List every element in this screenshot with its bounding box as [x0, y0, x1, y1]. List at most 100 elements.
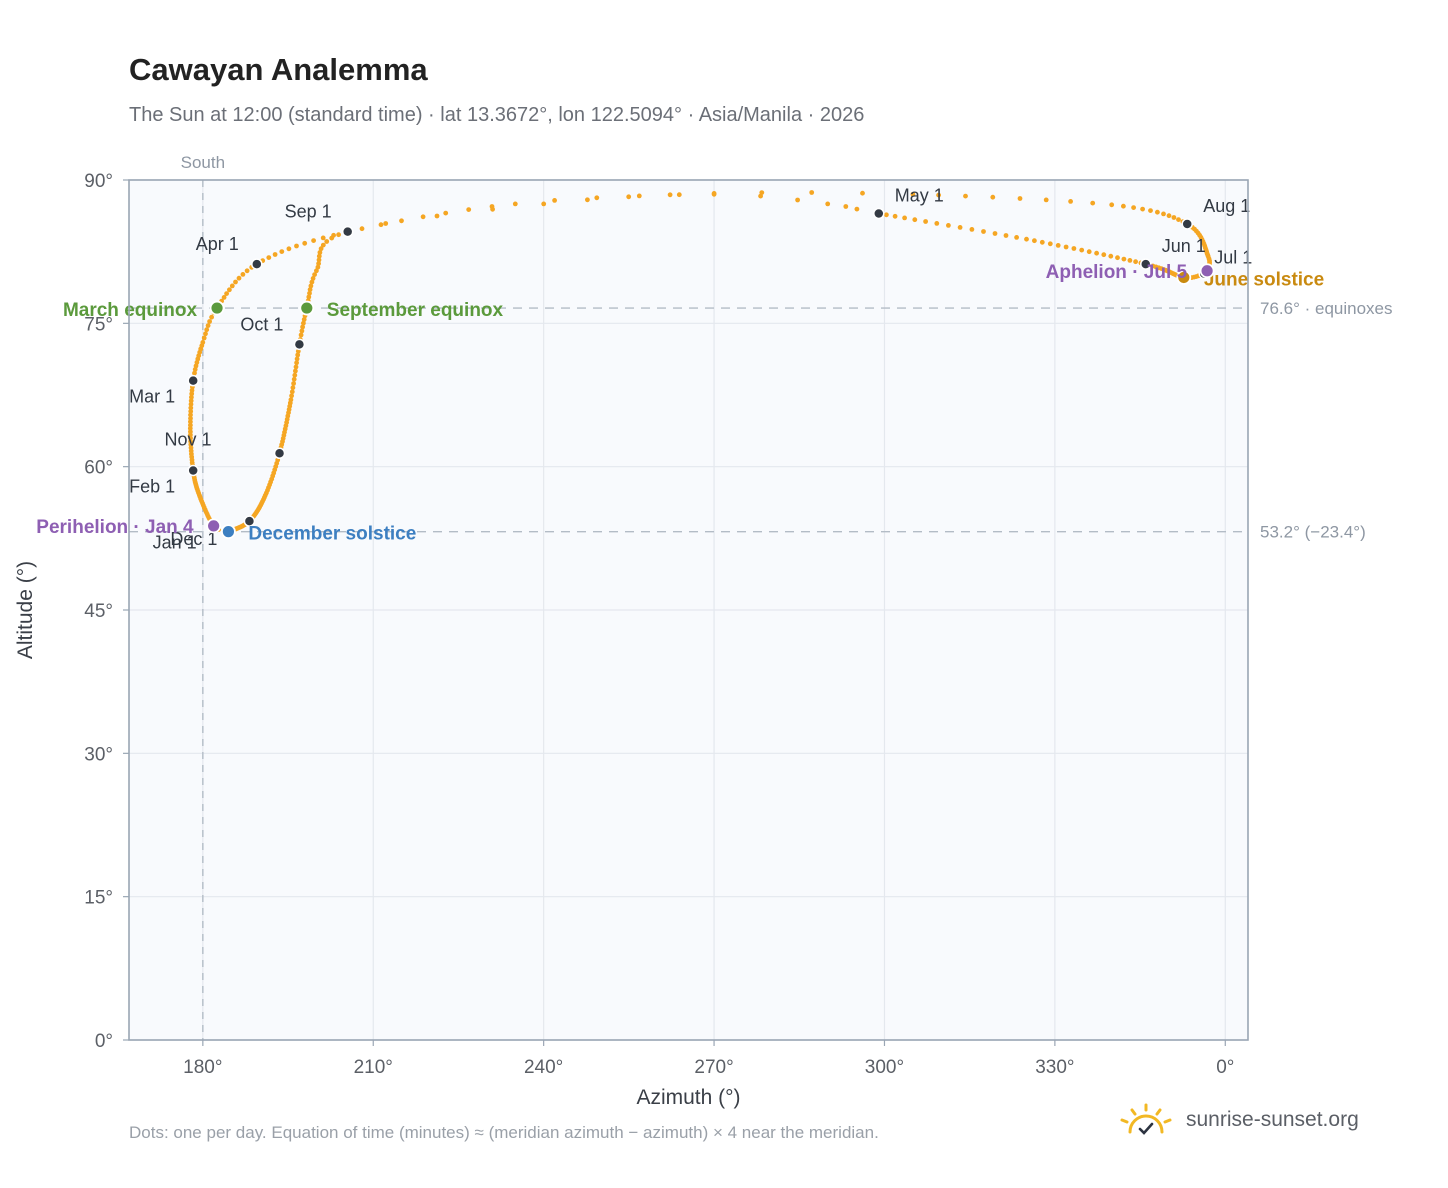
x-tick-label: 300°: [865, 1057, 904, 1078]
month-marker: [1181, 218, 1193, 230]
month-marker-label: Jun 1: [1162, 236, 1206, 256]
month-marker-label: Aug 1: [1203, 196, 1250, 216]
daily-dot: [204, 327, 210, 333]
month-marker-label: May 1: [895, 185, 944, 205]
daily-dot: [963, 193, 968, 199]
daily-dot: [843, 204, 849, 209]
daily-dot: [336, 232, 341, 238]
daily-dot: [1014, 235, 1019, 240]
daily-dot: [884, 212, 889, 218]
month-marker-label: Sep 1: [285, 202, 332, 222]
month-marker-label: Apr 1: [196, 234, 239, 254]
daily-dot: [203, 331, 208, 337]
daily-dot: [229, 283, 235, 289]
event-label: Aphelion · Jul 5: [1046, 262, 1188, 283]
month-marker-label: Feb 1: [129, 476, 175, 496]
daily-dot: [860, 190, 865, 196]
daily-dot: [443, 210, 449, 216]
grid: [129, 179, 1248, 1041]
daily-dot: [1047, 241, 1053, 247]
daily-dot: [825, 201, 831, 207]
month-marker-label: Jul 1: [1214, 248, 1252, 268]
daily-dot: [1063, 244, 1069, 250]
month-marker: [187, 464, 199, 477]
daily-dot: [295, 352, 301, 358]
daily-dot: [1003, 233, 1009, 238]
y-tick-label: 0°: [95, 1031, 113, 1052]
y-tick-label: 15°: [84, 888, 113, 909]
daily-dot: [946, 223, 951, 228]
daily-dot: [266, 255, 272, 260]
daily-dot: [420, 214, 426, 220]
month-markers: Jan 1 Feb 1 Mar 1 Apr 1 May 1 Jun 1 Jul 1 Aug 1…: [129, 185, 1252, 552]
daily-dot: [676, 192, 682, 198]
daily-dot: [188, 416, 193, 421]
month-marker-label: Jan 1: [153, 533, 197, 553]
x-axis-label: Azimuth (°): [636, 1086, 740, 1109]
daily-dot: [399, 218, 404, 224]
daily-dot: [1039, 239, 1045, 245]
daily-dot: [1148, 208, 1153, 214]
daily-dot: [188, 422, 193, 428]
daily-dot: [1176, 217, 1181, 223]
y-tick-label: 90°: [84, 171, 113, 192]
daily-dot: [1108, 253, 1114, 259]
event-marker: [299, 300, 315, 316]
daily-dot: [552, 198, 557, 203]
daily-dot: [594, 195, 600, 201]
daily-dot: [490, 206, 495, 212]
brand-name: sunrise-sunset.org: [1186, 1108, 1359, 1131]
daily-dot: [292, 372, 298, 378]
daily-dot: [378, 222, 384, 228]
daily-dot: [759, 190, 765, 196]
event-marker: [1199, 263, 1215, 279]
daily-dot: [1166, 213, 1172, 219]
daily-dot: [910, 191, 916, 197]
chart-title: Cawayan Analemma: [129, 52, 428, 87]
daily-dot: [315, 264, 321, 270]
daily-dot: [1101, 252, 1107, 258]
reference-label: 76.6° · equinoxes: [1260, 299, 1393, 318]
daily-dot: [188, 398, 194, 404]
daily-dot: [224, 291, 230, 296]
x-tick-label: 180°: [183, 1057, 222, 1078]
daily-dot: [1094, 250, 1099, 256]
event-markers: March equinox September equinox December s…: [36, 262, 1324, 545]
daily-dot: [1071, 246, 1077, 251]
event-marker: [206, 518, 222, 534]
daily-dot: [299, 328, 305, 334]
daily-dot: [969, 227, 975, 232]
daily-dot: [636, 193, 642, 199]
daily-dot: [200, 340, 206, 345]
event-label: June solstice: [1204, 269, 1324, 290]
chart-subtitle: The Sun at 12:00 (standard time) · lat 1…: [129, 104, 865, 126]
daily-dot: [434, 213, 440, 219]
daily-dot: [301, 317, 307, 322]
daily-dot: [294, 243, 299, 249]
daily-dot: [981, 229, 986, 234]
reference-lines: South 76.6° · equinoxes 53.2° (−23.4°): [129, 153, 1393, 1040]
month-marker: [873, 207, 885, 220]
daily-dot: [290, 385, 296, 391]
daily-dot: [293, 368, 298, 374]
daily-dot: [316, 261, 321, 266]
daily-dot: [1161, 211, 1166, 217]
daily-dot: [302, 240, 308, 246]
month-marker: [341, 225, 354, 238]
daily-dot: [294, 360, 299, 366]
daily-dot: [795, 197, 800, 203]
daily-dot: [188, 405, 194, 411]
daily-dot: [383, 221, 389, 226]
daily-dot: [854, 206, 860, 212]
daily-dot: [236, 275, 242, 281]
daily-dot: [227, 287, 232, 293]
daily-dot: [1068, 199, 1073, 204]
daily-dot: [291, 376, 297, 382]
month-marker: [273, 447, 286, 460]
daily-dot: [923, 219, 928, 224]
daily-dot: [957, 225, 963, 230]
daily-dot: [1086, 249, 1092, 255]
daily-dot: [1043, 197, 1049, 203]
